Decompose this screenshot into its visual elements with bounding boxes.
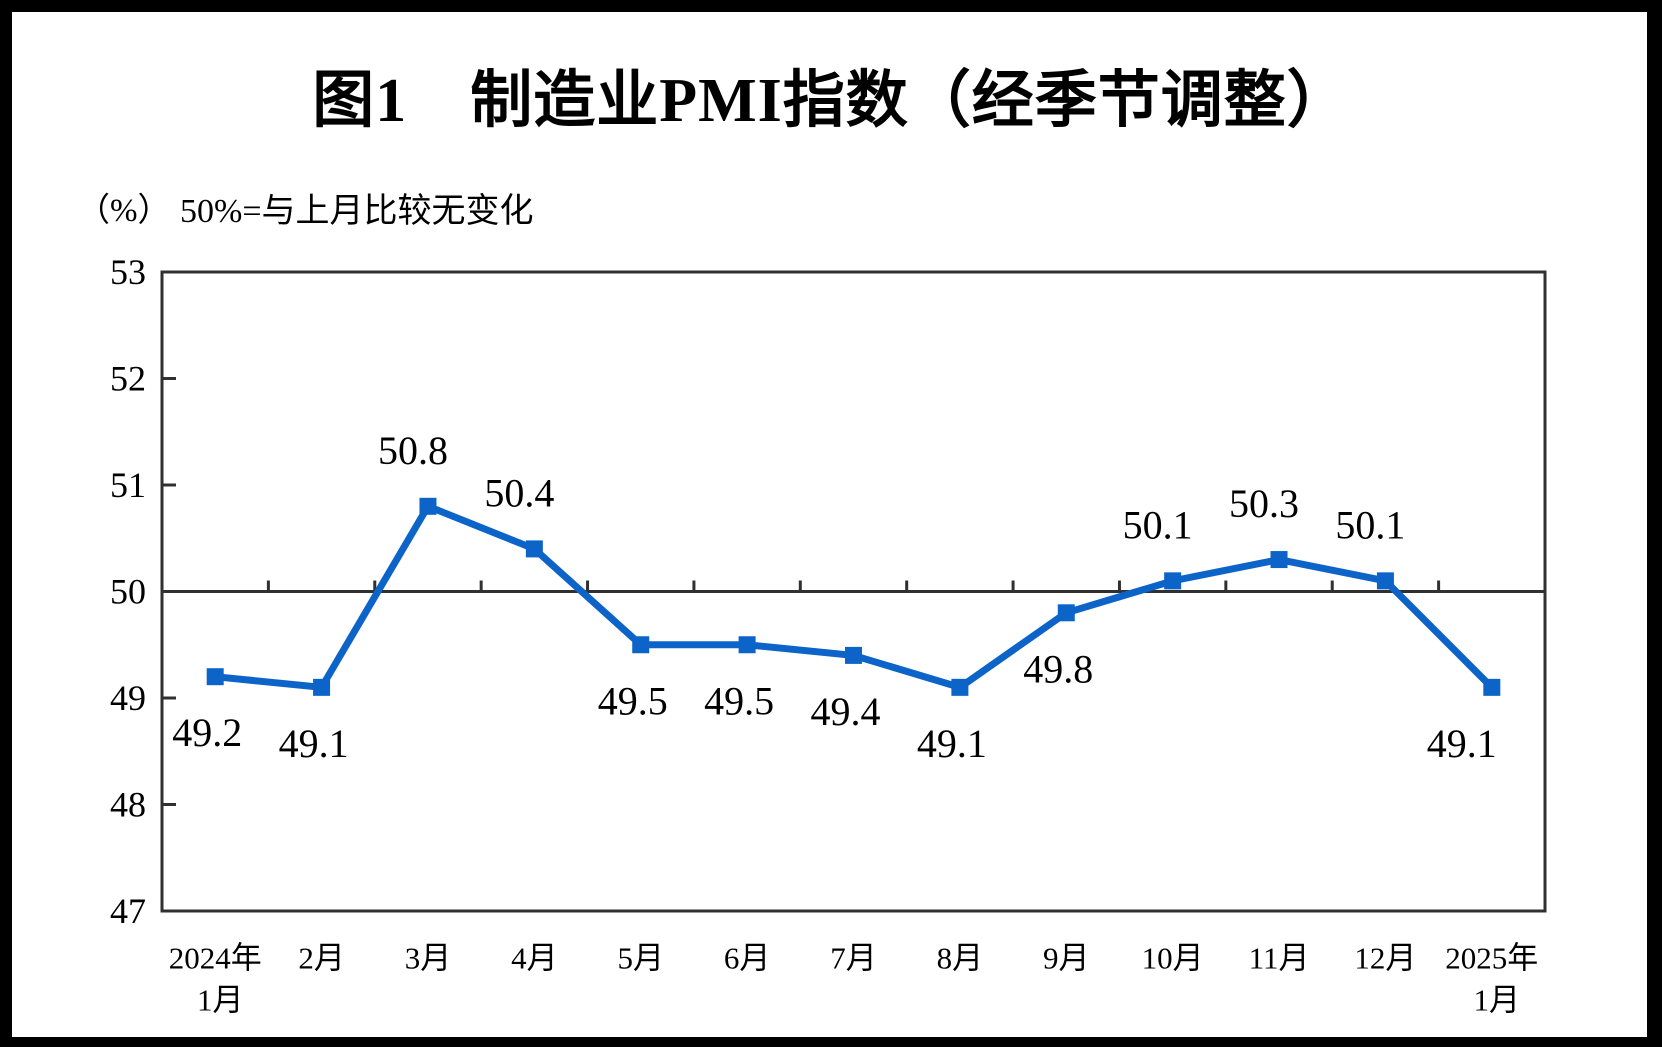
data-point-label: 49.1 bbox=[279, 721, 349, 766]
data-point-marker bbox=[951, 678, 969, 696]
x-axis-tick-label: 12月 bbox=[1354, 941, 1416, 976]
x-axis-tick-label: 7月 bbox=[830, 941, 877, 976]
data-point-label: 49.2 bbox=[172, 710, 242, 755]
data-point-marker bbox=[1376, 572, 1394, 590]
data-point-marker bbox=[419, 497, 437, 515]
y-axis-tick-label: 47 bbox=[110, 891, 146, 931]
data-point-label: 49.8 bbox=[1023, 646, 1093, 691]
data-point-label: 49.5 bbox=[598, 678, 668, 723]
y-axis-tick-label: 53 bbox=[110, 252, 146, 292]
data-point-label: 50.3 bbox=[1229, 481, 1299, 526]
x-axis-tick-label: 2024年 bbox=[169, 941, 262, 976]
data-point-marker bbox=[845, 646, 862, 664]
y-axis-tick-label: 49 bbox=[110, 678, 146, 718]
data-point-marker bbox=[1164, 572, 1182, 590]
chart-title: 图1 制造业PMI指数（经季节调整） bbox=[312, 67, 1350, 135]
y-axis-tick-label: 51 bbox=[110, 465, 146, 505]
data-point-marker bbox=[1270, 551, 1288, 569]
x-axis-tick-label: 1月 bbox=[1474, 983, 1521, 1018]
x-axis-tick-label: 3月 bbox=[405, 941, 452, 976]
data-point-marker bbox=[313, 678, 331, 696]
data-point-label: 50.1 bbox=[1123, 502, 1193, 547]
x-axis-tick-label: 8月 bbox=[937, 941, 984, 976]
reference-annotation: 50%=与上月比较无变化 bbox=[180, 193, 534, 230]
data-point-label: 49.4 bbox=[811, 689, 881, 734]
x-axis-tick-label: 5月 bbox=[617, 941, 664, 976]
x-axis-tick-label: 2月 bbox=[298, 941, 345, 976]
data-point-marker bbox=[1483, 678, 1501, 696]
data-point-label: 50.8 bbox=[378, 428, 448, 473]
data-point-label: 49.5 bbox=[704, 678, 774, 723]
data-point-label: 50.4 bbox=[484, 470, 554, 515]
data-point-marker bbox=[206, 668, 224, 686]
y-axis-tick-label: 48 bbox=[110, 785, 146, 825]
data-point-marker bbox=[738, 636, 756, 654]
x-axis-tick-label: 4月 bbox=[511, 941, 558, 976]
x-axis-tick-label: 11月 bbox=[1249, 941, 1310, 976]
data-point-marker bbox=[1057, 604, 1075, 622]
data-point-marker bbox=[525, 540, 543, 558]
data-point-marker bbox=[632, 636, 650, 654]
x-axis-tick-label: 9月 bbox=[1043, 941, 1090, 976]
data-point-label: 49.1 bbox=[1427, 721, 1497, 766]
x-axis-tick-label: 6月 bbox=[724, 941, 771, 976]
y-axis-tick-label: 52 bbox=[110, 359, 146, 399]
data-point-label: 49.1 bbox=[917, 721, 987, 766]
y-axis-tick-label: 50 bbox=[110, 572, 146, 612]
y-axis-unit-label: （%） bbox=[77, 193, 171, 229]
data-point-label: 50.1 bbox=[1335, 502, 1405, 547]
x-axis-tick-label: 2025年 bbox=[1445, 941, 1538, 976]
x-axis-tick-label: 10月 bbox=[1142, 941, 1204, 976]
x-axis-tick-label: 1月 bbox=[197, 983, 244, 1018]
